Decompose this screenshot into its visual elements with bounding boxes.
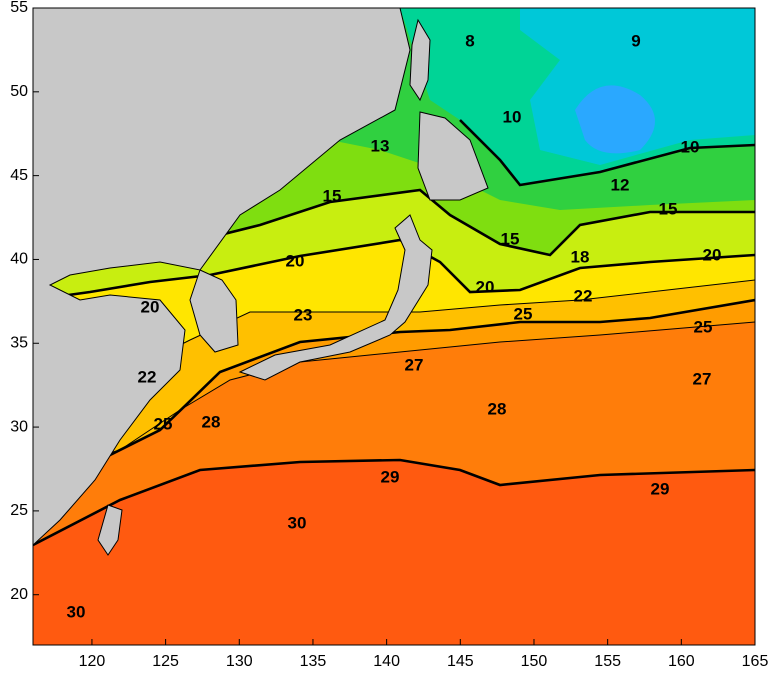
plot-frame	[32, 7, 756, 646]
contour-label: 20	[286, 251, 305, 270]
contour-label: 10	[681, 137, 700, 156]
map-area	[33, 8, 755, 645]
land-honshu	[238, 214, 433, 381]
x-tick-label: 130	[226, 653, 253, 670]
contour-label: 15	[323, 186, 342, 205]
x-tick-label: 145	[447, 653, 474, 670]
land-asia	[33, 8, 411, 546]
y-tick-label: 55	[10, 0, 28, 16]
contour-label: 13	[371, 136, 390, 155]
contour-label: 18	[571, 247, 590, 266]
y-tick-label: 25	[10, 502, 28, 519]
contour-label: 10	[503, 107, 522, 126]
contour-label: 8	[465, 31, 474, 50]
land-taiwan	[97, 504, 123, 556]
contour-label: 28	[488, 399, 507, 418]
x-tick-label: 140	[373, 653, 400, 670]
x-tick-label: 155	[594, 653, 621, 670]
contour-label: 25	[694, 317, 713, 336]
contour-label: 28	[202, 412, 221, 431]
y-tick-label: 40	[10, 251, 28, 268]
contour-label: 25	[154, 414, 173, 433]
contour-label: 30	[288, 513, 307, 532]
contour-label: 20	[703, 245, 722, 264]
contour-label: 20	[141, 297, 160, 316]
contour-label: 12	[611, 175, 630, 194]
land-korea	[189, 269, 239, 353]
contour-label: 9	[631, 31, 640, 50]
contour-label: 30	[67, 602, 86, 621]
contour-label: 29	[651, 479, 670, 498]
x-tick-label: 135	[300, 653, 327, 670]
x-tick-label: 150	[521, 653, 548, 670]
land-hokkaido	[417, 111, 489, 201]
contour-label: 22	[574, 286, 593, 305]
sea-9	[520, 8, 755, 165]
contour-label: 27	[405, 355, 424, 374]
y-tick-label: 30	[10, 418, 28, 435]
y-tick-label: 20	[10, 586, 28, 603]
y-tick-label: 50	[10, 83, 28, 100]
contour-label: 29	[381, 467, 400, 486]
isotherm	[199, 188, 755, 257]
contour-label: 27	[693, 369, 712, 388]
contour-label: 23	[294, 305, 313, 324]
x-tick-label: 125	[152, 653, 179, 670]
y-tick-label: 35	[10, 334, 28, 351]
x-tick-label: 120	[79, 653, 106, 670]
contour-label: 15	[501, 229, 520, 248]
x-tick-label: 165	[742, 653, 769, 670]
isotherm	[33, 298, 755, 472]
land-sakhalin	[409, 18, 431, 102]
y-tick-label: 45	[10, 167, 28, 184]
isotherm	[459, 119, 755, 187]
contour-label: 25	[514, 304, 533, 323]
x-tick-label: 160	[668, 653, 695, 670]
contour-label: 22	[138, 367, 157, 386]
contour-label: 15	[659, 199, 678, 218]
isotherm	[33, 458, 755, 547]
contour-label: 20	[476, 277, 495, 296]
sea-7	[575, 85, 655, 154]
